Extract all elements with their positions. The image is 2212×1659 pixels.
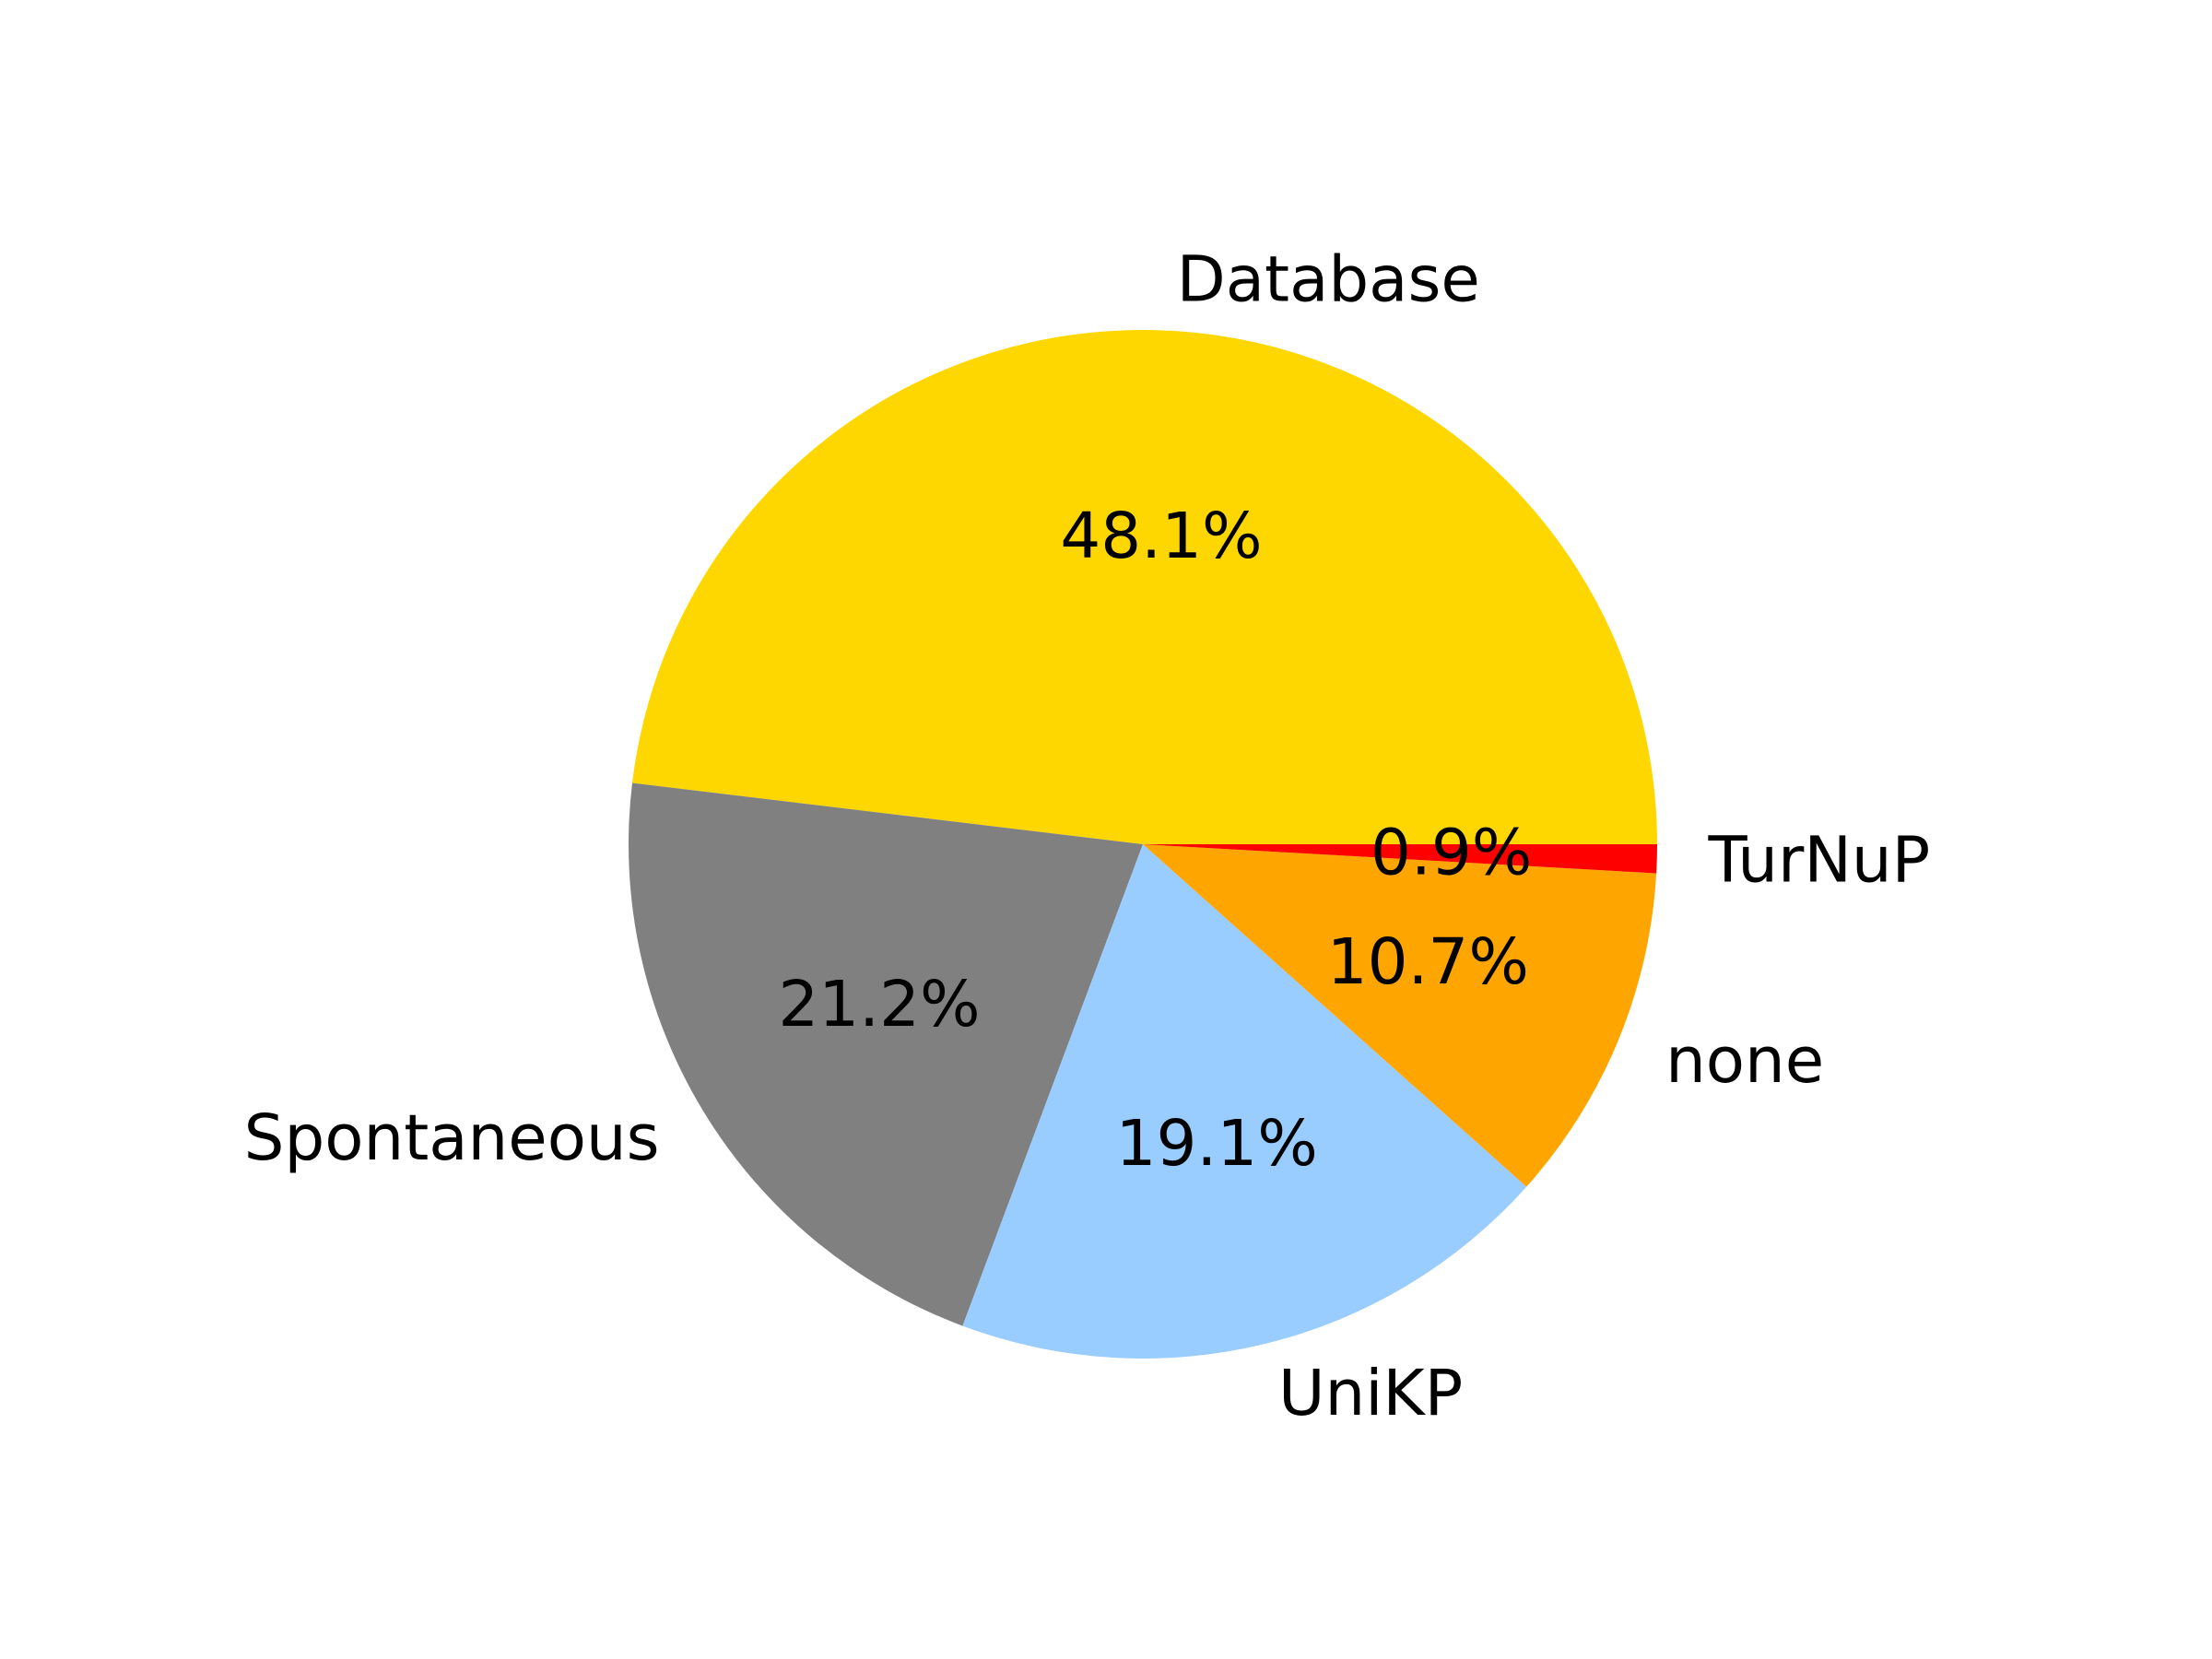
slice-label-spontaneous: Spontaneous bbox=[244, 1101, 660, 1175]
slice-percent-database: 48.1% bbox=[1060, 500, 1262, 573]
slice-label-none: none bbox=[1665, 1024, 1824, 1098]
slice-percent-spontaneous: 21.2% bbox=[778, 968, 980, 1041]
pie-slice-spontaneous bbox=[628, 782, 1143, 1326]
slice-percent-unikp: 19.1% bbox=[1116, 1107, 1318, 1181]
pie-slice-database bbox=[631, 329, 1657, 845]
slice-percent-none: 10.7% bbox=[1327, 925, 1529, 999]
pie-slice-unikp bbox=[962, 844, 1527, 1359]
slice-label-unikp: UniKP bbox=[1278, 1357, 1463, 1430]
slice-percent-turnup: 0.9% bbox=[1371, 816, 1532, 889]
slice-label-turnup: TurNuP bbox=[1708, 823, 1931, 897]
pie-slice-turnup bbox=[1143, 844, 1657, 874]
pie-slice-none bbox=[1143, 844, 1657, 1187]
slice-label-database: Database bbox=[1177, 242, 1480, 316]
